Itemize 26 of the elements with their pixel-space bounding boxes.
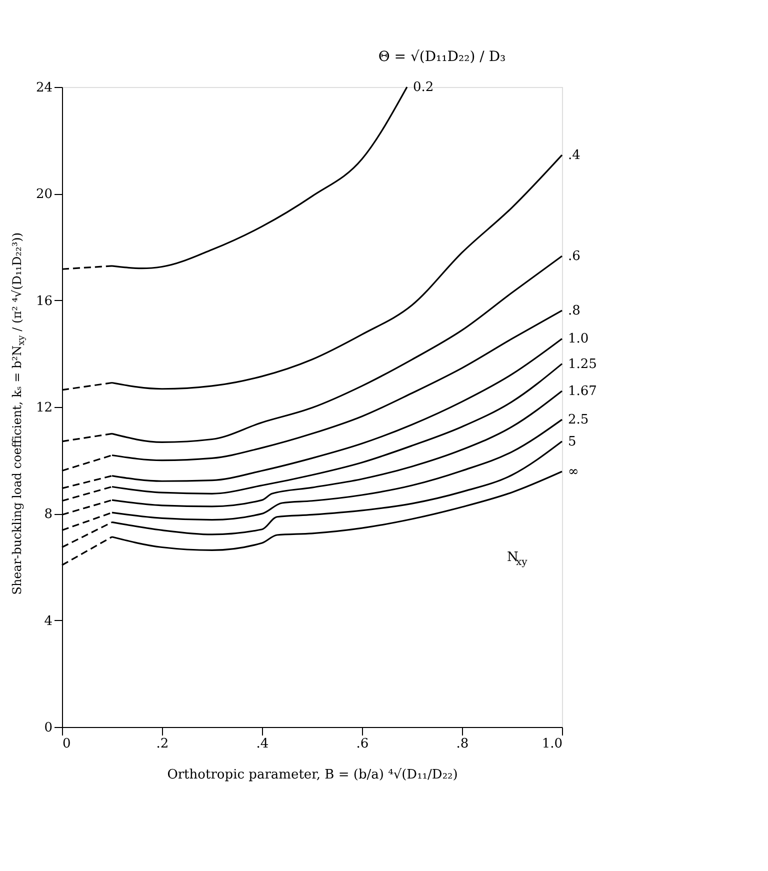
- series-label: 1.67: [568, 384, 597, 399]
- series-label: 1.25: [568, 356, 597, 372]
- series-label: .8: [568, 303, 580, 318]
- x-tick-label: .8: [456, 736, 469, 752]
- x-axis-title: Orthotropic parameter, B = (b/a) ⁴√(D₁₁/D₂₂): [167, 768, 458, 782]
- y-tick-label: 4: [44, 614, 52, 629]
- legend-title: Θ = √(D₁₁D₂₂) / D₃: [378, 49, 506, 65]
- x-tick-label: .4: [256, 736, 269, 752]
- x-tick-label: 0: [62, 736, 71, 752]
- x-tick-label: 1.0: [542, 736, 562, 752]
- y-tick-label: 8: [44, 507, 52, 522]
- y-tick-label: 0: [44, 720, 52, 736]
- series-label: ∞: [568, 464, 579, 480]
- series-label: 2.5: [568, 412, 589, 428]
- y-tick-label: 16: [36, 294, 52, 309]
- series-label: .6: [568, 249, 580, 264]
- y-axis-title: Shear-buckling load coefficient, kₛ = b²Nxy / (π² ⁴√(D₁₁D₂₂³)): [10, 232, 27, 595]
- series-label: 5: [568, 434, 576, 450]
- y-tick-label: 20: [36, 187, 52, 202]
- y-tick-label: 12: [36, 400, 52, 416]
- x-tick-label: .2: [156, 736, 169, 752]
- x-tick-label: .6: [356, 736, 369, 752]
- series-label: 1.0: [568, 332, 589, 347]
- series-label: 0.2: [413, 80, 434, 95]
- series-label: .4: [568, 148, 580, 163]
- y-tick-label: 24: [36, 80, 52, 96]
